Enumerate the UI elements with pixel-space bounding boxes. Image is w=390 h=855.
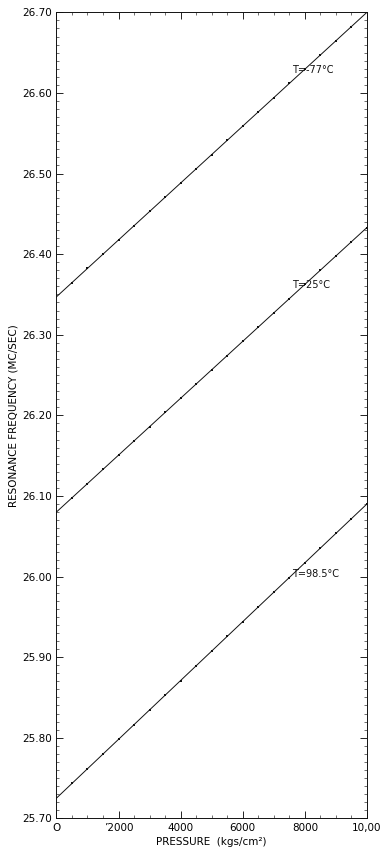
Text: T=98.5°C: T=98.5°C bbox=[292, 569, 339, 579]
Y-axis label: RESONANCE FREQUENCY (MC/SEC): RESONANCE FREQUENCY (MC/SEC) bbox=[8, 324, 18, 507]
X-axis label: PRESSURE  (kgs/cm²): PRESSURE (kgs/cm²) bbox=[156, 837, 267, 846]
Text: T=-77°C: T=-77°C bbox=[292, 65, 334, 75]
Text: T=25°C: T=25°C bbox=[292, 280, 330, 290]
